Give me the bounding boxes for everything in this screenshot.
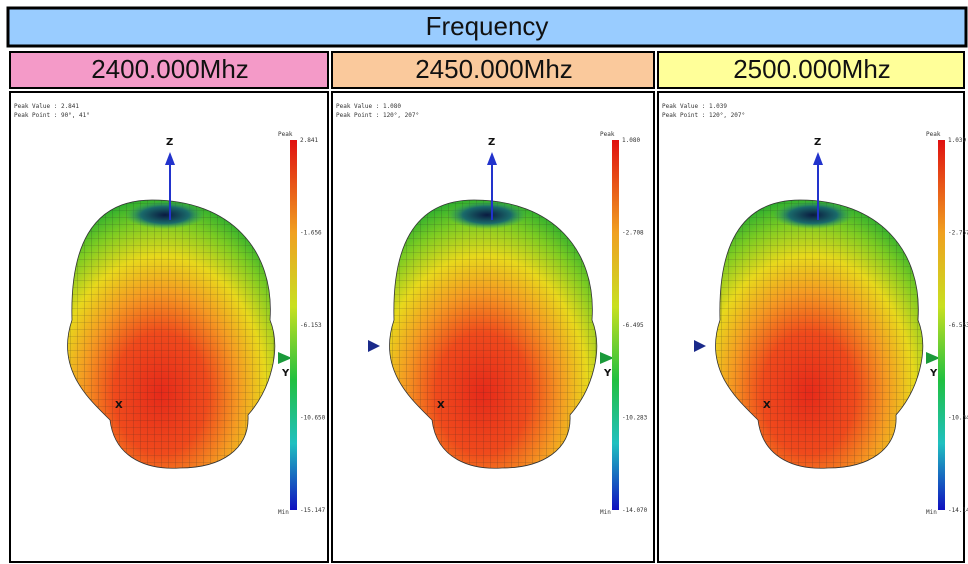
scale-label: Min bbox=[600, 509, 611, 516]
frequency-cell bbox=[331, 51, 655, 89]
column: 2400.000Mhz Peak Value : 2.841 Peak Point … bbox=[9, 51, 329, 563]
z-arrow bbox=[487, 152, 497, 165]
header-bar bbox=[6, 6, 968, 48]
scale-label: -10.283 bbox=[622, 415, 648, 422]
peak-value: Peak Value : 1.039 bbox=[662, 103, 727, 110]
scale-label: 1.080 bbox=[622, 137, 640, 144]
frequency-label: 2400.000Mhz bbox=[91, 54, 249, 84]
scale-label: -14.070 bbox=[622, 507, 648, 514]
scale-label: Peak bbox=[278, 131, 293, 138]
scale-label: -14.145 bbox=[948, 507, 968, 514]
frequency-label: 2500.000Mhz bbox=[733, 54, 891, 84]
peak-point: Peak Point : 90°, 41° bbox=[14, 112, 90, 119]
scale-label: Min bbox=[926, 509, 937, 516]
pattern-mesh bbox=[389, 200, 597, 469]
scale-label: -2.708 bbox=[622, 230, 644, 237]
pattern-mesh bbox=[715, 200, 923, 469]
frequency-label: 2450.000Mhz bbox=[415, 54, 573, 84]
y-arrow bbox=[278, 352, 292, 364]
pattern-null bbox=[773, 201, 853, 229]
y-arrow bbox=[600, 352, 614, 364]
color-bar bbox=[612, 140, 619, 510]
pattern-mesh bbox=[67, 200, 275, 469]
header-title: Frequency bbox=[426, 11, 549, 41]
peak-point: Peak Point : 120°, 207° bbox=[662, 112, 745, 119]
z-arrow bbox=[165, 152, 175, 165]
color-bar bbox=[290, 140, 297, 510]
axis-label: X bbox=[763, 400, 771, 411]
color-bar bbox=[938, 140, 945, 510]
scale-label: Peak bbox=[600, 131, 615, 138]
x-arrow bbox=[694, 340, 706, 352]
scale-label: -6.553 bbox=[948, 322, 968, 329]
scale-label: 2.841 bbox=[300, 137, 318, 144]
scale-label: -10.349 bbox=[948, 415, 968, 422]
scale-label: -10.650 bbox=[300, 415, 326, 422]
scale-label: -2.757 bbox=[948, 230, 968, 237]
peak-value: Peak Value : 2.841 bbox=[14, 103, 79, 110]
axis-label: X bbox=[437, 400, 445, 411]
axis-label: Y bbox=[929, 368, 938, 379]
x-arrow bbox=[368, 340, 380, 352]
column: 2450.000Mhz Peak Value : 1.080 Peak Point … bbox=[331, 51, 655, 563]
axis-label: Z bbox=[166, 137, 173, 148]
scale-label: Peak bbox=[926, 131, 941, 138]
pattern-null bbox=[447, 201, 527, 229]
z-arrow bbox=[813, 152, 823, 165]
pattern-null bbox=[125, 201, 205, 229]
columns: 2400.000Mhz Peak Value : 2.841 Peak Point … bbox=[9, 51, 968, 563]
axis-label: Z bbox=[488, 137, 495, 148]
frequency-cell bbox=[9, 51, 329, 89]
column: 2500.000Mhz Peak Value : 1.039 Peak Point … bbox=[657, 51, 968, 563]
peak-point: Peak Point : 120°, 207° bbox=[336, 112, 419, 119]
y-arrow bbox=[926, 352, 940, 364]
scale-label: -1.656 bbox=[300, 230, 322, 237]
axis-label: Z bbox=[814, 137, 821, 148]
scale-label: 1.039 bbox=[948, 137, 966, 144]
axis-label: X bbox=[115, 400, 123, 411]
scale-label: -15.147 bbox=[300, 507, 326, 514]
frequency-cell bbox=[657, 51, 965, 89]
axis-label: Y bbox=[281, 368, 290, 379]
peak-value: Peak Value : 1.080 bbox=[336, 103, 401, 110]
scale-label: Min bbox=[278, 509, 289, 516]
scale-label: -6.495 bbox=[622, 322, 644, 329]
scale-label: -6.153 bbox=[300, 322, 322, 329]
axis-label: Y bbox=[603, 368, 612, 379]
